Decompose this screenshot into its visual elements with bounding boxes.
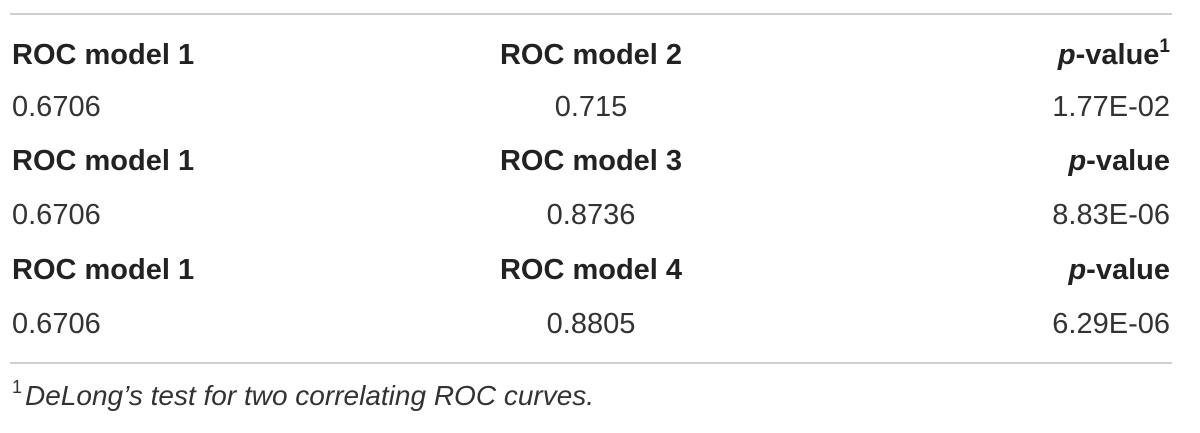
table-footnote: 1 DeLong’s test for two correlating ROC c… <box>12 377 595 412</box>
p-italic-label: p <box>1057 38 1076 71</box>
value-cell-model-a: 0.6706 <box>12 90 101 123</box>
footnote-number: 1 <box>12 377 23 397</box>
table-row: 0.6706 0.715 1.77E-02 <box>12 80 1170 134</box>
value-cell-p-value: 6.29E-06 <box>1052 307 1170 340</box>
table-header-row: ROC model 1 ROC model 3 p-value <box>12 134 1170 188</box>
value-cell-model-b: 0.8805 <box>546 307 636 340</box>
value-cell-p-value: 1.77E-02 <box>1052 90 1170 123</box>
value-cell-model-b: 0.715 <box>554 90 628 123</box>
value-cell-model-a: 0.6706 <box>12 307 101 340</box>
footnote-marker: 1 <box>1159 35 1170 57</box>
header-cell-p-value: p-value <box>784 254 1170 287</box>
p-value-label: -value <box>1086 253 1170 286</box>
header-cell-model-a: ROC model 1 <box>12 253 195 286</box>
header-cell-model-b: ROC model 4 <box>499 253 683 286</box>
header-cell-model-b: ROC model 3 <box>499 144 683 177</box>
value-cell-p-value: 8.83E-06 <box>1052 198 1170 231</box>
header-cell-p-value: p-value <box>784 145 1170 178</box>
header-cell-model-b: ROC model 2 <box>499 38 683 71</box>
header-cell-model-a: ROC model 1 <box>12 38 195 71</box>
table-row: 0.6706 0.8736 8.83E-06 <box>12 188 1170 242</box>
value-cell-model-a: 0.6706 <box>12 198 101 231</box>
p-value-label: -value <box>1075 38 1160 71</box>
header-cell-p-value: p-value1 <box>784 35 1170 72</box>
p-italic-label: p <box>1068 144 1087 177</box>
header-cell-model-a: ROC model 1 <box>12 144 195 177</box>
p-italic-label: p <box>1068 253 1087 286</box>
value-cell-model-b: 0.8736 <box>546 198 636 231</box>
table-header-row: ROC model 1 ROC model 4 p-value <box>12 243 1170 297</box>
table-header-row: ROC model 1 ROC model 2 p-value1 <box>12 28 1170 82</box>
table-top-rule <box>10 13 1172 15</box>
p-value-label: -value <box>1086 144 1170 177</box>
table-bottom-rule <box>10 362 1172 364</box>
footnote-text: DeLong’s test for two correlating ROC cu… <box>25 380 595 411</box>
table-row: 0.6706 0.8805 6.29E-06 <box>12 297 1170 351</box>
